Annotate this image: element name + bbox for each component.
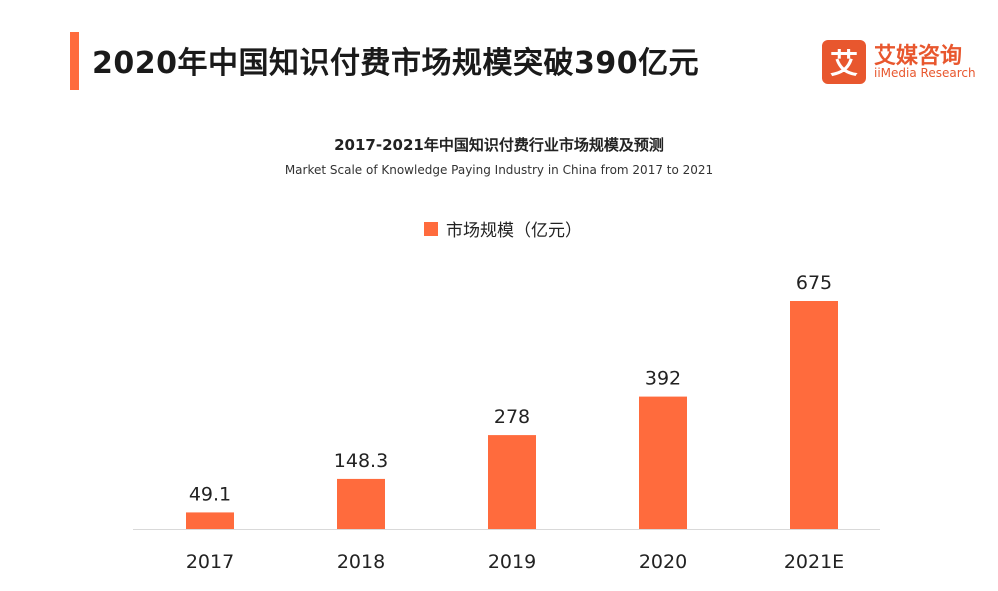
bar-2021E bbox=[790, 301, 838, 529]
data-label-2021E: 675 bbox=[796, 272, 832, 294]
x-tick-label-2018: 2018 bbox=[337, 551, 385, 573]
data-label-2020: 392 bbox=[645, 368, 681, 390]
bar-2020 bbox=[639, 396, 687, 529]
iimedia-logo: 艾 艾媒咨询 iiMedia Research bbox=[822, 36, 982, 88]
chart-title: 2017-2021年中国知识付费行业市场规模及预测 bbox=[334, 136, 664, 154]
bar-2017 bbox=[186, 512, 234, 529]
data-label-2018: 148.3 bbox=[334, 450, 388, 472]
bar-2018 bbox=[337, 478, 385, 529]
legend-swatch bbox=[424, 221, 438, 236]
chart-legend: 市场规模（亿元） bbox=[424, 216, 582, 241]
data-label-2017: 49.1 bbox=[189, 483, 231, 505]
x-tick-label-2017: 2017 bbox=[186, 551, 234, 573]
x-tick-label-2020: 2020 bbox=[639, 551, 687, 573]
x-tick-label-2019: 2019 bbox=[488, 551, 536, 573]
bar-2019 bbox=[488, 435, 536, 529]
legend-label: 市场规模（亿元） bbox=[446, 221, 582, 241]
title-accent-bar bbox=[70, 32, 79, 90]
chart-subtitle: Market Scale of Knowledge Paying Industr… bbox=[284, 163, 714, 177]
page-title: 2020年中国知识付费市场规模突破390亿元 bbox=[92, 46, 700, 81]
data-label-2019: 278 bbox=[494, 406, 530, 428]
logo-name-en: iiMedia Research bbox=[874, 66, 976, 80]
logo-name-cn: 艾媒咨询 bbox=[874, 44, 963, 69]
x-tick-label-2021E: 2021E bbox=[784, 551, 844, 573]
logo-mark-icon: 艾 bbox=[822, 40, 866, 84]
